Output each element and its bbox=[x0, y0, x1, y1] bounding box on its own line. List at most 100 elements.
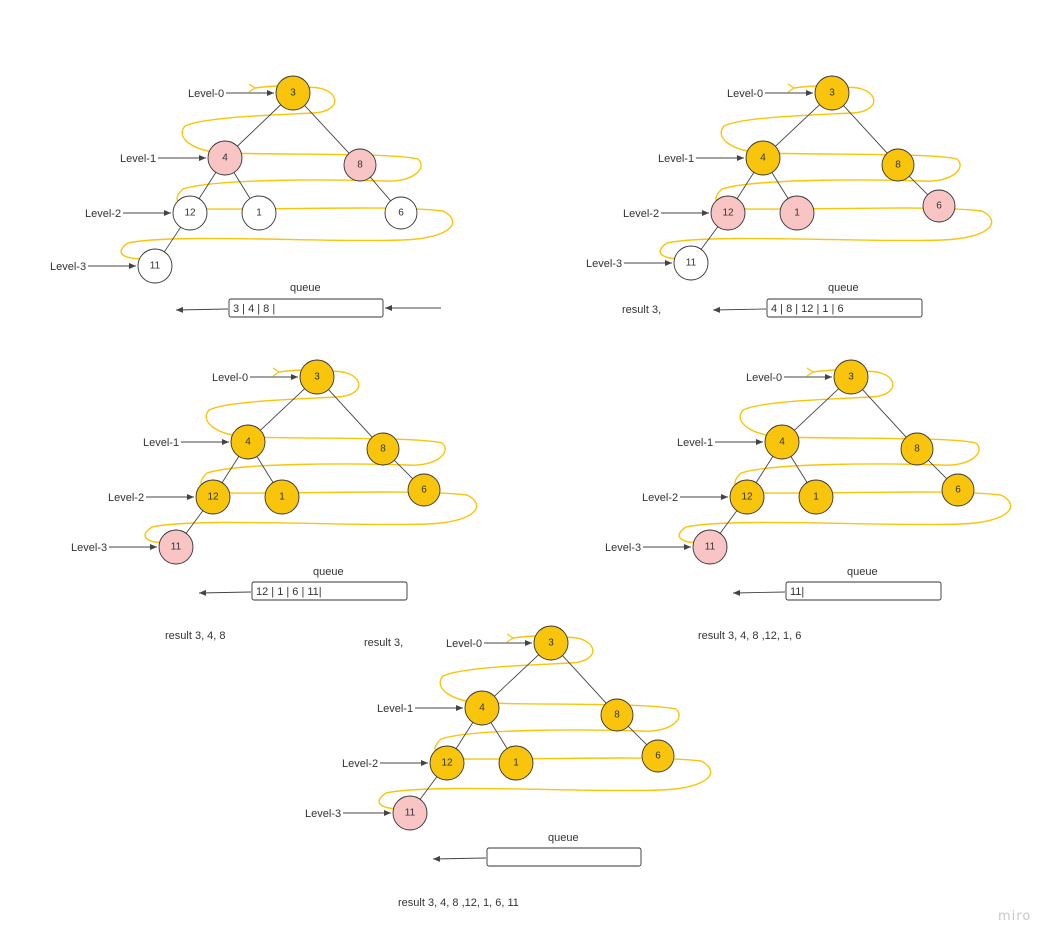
tree-node-8 bbox=[343, 148, 377, 182]
level-label: Level-1 bbox=[677, 437, 713, 449]
traversal-curve bbox=[120, 85, 454, 260]
tree-edge bbox=[490, 722, 508, 749]
level-label: Level-0 bbox=[446, 638, 482, 650]
tree-node-12 bbox=[429, 745, 465, 781]
level-label: Level-2 bbox=[108, 492, 144, 504]
tree-edge bbox=[185, 510, 204, 534]
tree-node-value: 1 bbox=[256, 208, 262, 219]
tree-node-value: 1 bbox=[794, 208, 800, 219]
tree-node-4 bbox=[230, 424, 266, 460]
tree-edge bbox=[843, 105, 888, 154]
tree-node-value: 8 bbox=[914, 444, 920, 455]
tree-node-4 bbox=[764, 424, 800, 460]
queue-title: queue bbox=[548, 832, 579, 844]
tree-node-value: 11 bbox=[705, 542, 716, 553]
tree-edge bbox=[794, 388, 839, 431]
traversal-chevron bbox=[506, 633, 515, 643]
tree-node-value: 12 bbox=[722, 208, 734, 219]
tree-node-3 bbox=[275, 75, 311, 111]
level-label: Level-1 bbox=[377, 703, 413, 715]
level-label: Level-2 bbox=[642, 492, 678, 504]
tree-node-value: 3 bbox=[829, 88, 835, 99]
traversal-curve bbox=[144, 369, 478, 544]
tree-node-12 bbox=[172, 195, 208, 231]
tree-node-value: 4 bbox=[222, 153, 228, 164]
tree-node-value: 12 bbox=[441, 758, 453, 769]
tree-node-value: 8 bbox=[614, 710, 620, 721]
tree-edge bbox=[256, 456, 274, 483]
level-label: Level-3 bbox=[305, 808, 341, 820]
tree-node-4 bbox=[745, 140, 781, 176]
tree-edge bbox=[233, 172, 251, 199]
level-label: Level-0 bbox=[727, 88, 763, 100]
tree-node-8 bbox=[900, 432, 934, 466]
tree-node-value: 1 bbox=[513, 758, 519, 769]
tree-node-8 bbox=[366, 432, 400, 466]
tree-node-11 bbox=[137, 248, 173, 284]
queue-contents: 4 | 8 | 12 | 1 | 6 bbox=[771, 303, 844, 315]
tree-node-8 bbox=[600, 698, 634, 732]
tree-edge bbox=[755, 456, 774, 483]
tree-node-6 bbox=[922, 189, 956, 223]
tree-node-value: 11 bbox=[150, 261, 161, 272]
queue-title: queue bbox=[313, 566, 344, 578]
level-label: Level-3 bbox=[71, 542, 107, 554]
tree-node-value: 1 bbox=[279, 492, 285, 503]
tree-node-value: 6 bbox=[655, 751, 661, 762]
tree-node-value: 11 bbox=[686, 258, 697, 269]
tree-edge bbox=[736, 172, 755, 199]
tree-node-12 bbox=[729, 479, 765, 515]
tree-edge bbox=[719, 510, 738, 534]
queue-box bbox=[251, 581, 408, 601]
tree-node-value: 4 bbox=[479, 703, 485, 714]
tree-node-6 bbox=[941, 473, 975, 507]
tree-node-value: 4 bbox=[760, 153, 766, 164]
result-text: result 3, 4, 8 ,12, 1, 6 bbox=[698, 630, 801, 642]
level-label: Level-2 bbox=[342, 758, 378, 770]
tree-node-1 bbox=[798, 479, 834, 515]
tree-node-value: 12 bbox=[207, 492, 219, 503]
tree-edge bbox=[163, 226, 182, 253]
tree-node-value: 11 bbox=[171, 542, 182, 553]
tree-node-11 bbox=[392, 795, 428, 831]
tree-node-value: 8 bbox=[357, 160, 363, 171]
dequeue-arrow bbox=[175, 306, 229, 313]
tree-edge bbox=[700, 226, 719, 250]
tree-node-value: 3 bbox=[290, 88, 296, 99]
result-text: result 3, 4, 8 bbox=[165, 630, 226, 642]
tree-node-value: 6 bbox=[936, 201, 942, 212]
level-label: Level-2 bbox=[85, 208, 121, 220]
traversal-chevron bbox=[272, 367, 281, 377]
tree-node-value: 3 bbox=[548, 638, 554, 649]
tree-node-3 bbox=[814, 75, 850, 111]
tree-edge bbox=[927, 459, 948, 480]
queue-box bbox=[785, 581, 942, 601]
level-label: Level-2 bbox=[623, 208, 659, 220]
level-label: Level-0 bbox=[746, 372, 782, 384]
tree-node-1 bbox=[779, 195, 815, 231]
queue-title: queue bbox=[828, 282, 859, 294]
tree-edge bbox=[455, 722, 474, 749]
tree-node-4 bbox=[464, 690, 500, 726]
result-text: result 3, bbox=[622, 304, 661, 316]
tree-node-6 bbox=[407, 473, 441, 507]
tree-node-value: 6 bbox=[421, 485, 427, 496]
level-label: Level-0 bbox=[212, 372, 248, 384]
dequeue-arrow bbox=[732, 589, 786, 596]
miro-watermark: miro bbox=[998, 909, 1031, 924]
queue-title: queue bbox=[290, 282, 321, 294]
tree-node-1 bbox=[498, 745, 534, 781]
tree-edge bbox=[260, 388, 305, 431]
level-label: Level-0 bbox=[188, 88, 224, 100]
tree-node-11 bbox=[158, 529, 194, 565]
tree-edge bbox=[775, 104, 820, 147]
tree-edge bbox=[419, 776, 438, 800]
stray-result-text: result 3, bbox=[364, 637, 403, 649]
tree-node-11 bbox=[692, 529, 728, 565]
tree-node-value: 8 bbox=[895, 160, 901, 171]
tree-node-1 bbox=[241, 195, 277, 231]
